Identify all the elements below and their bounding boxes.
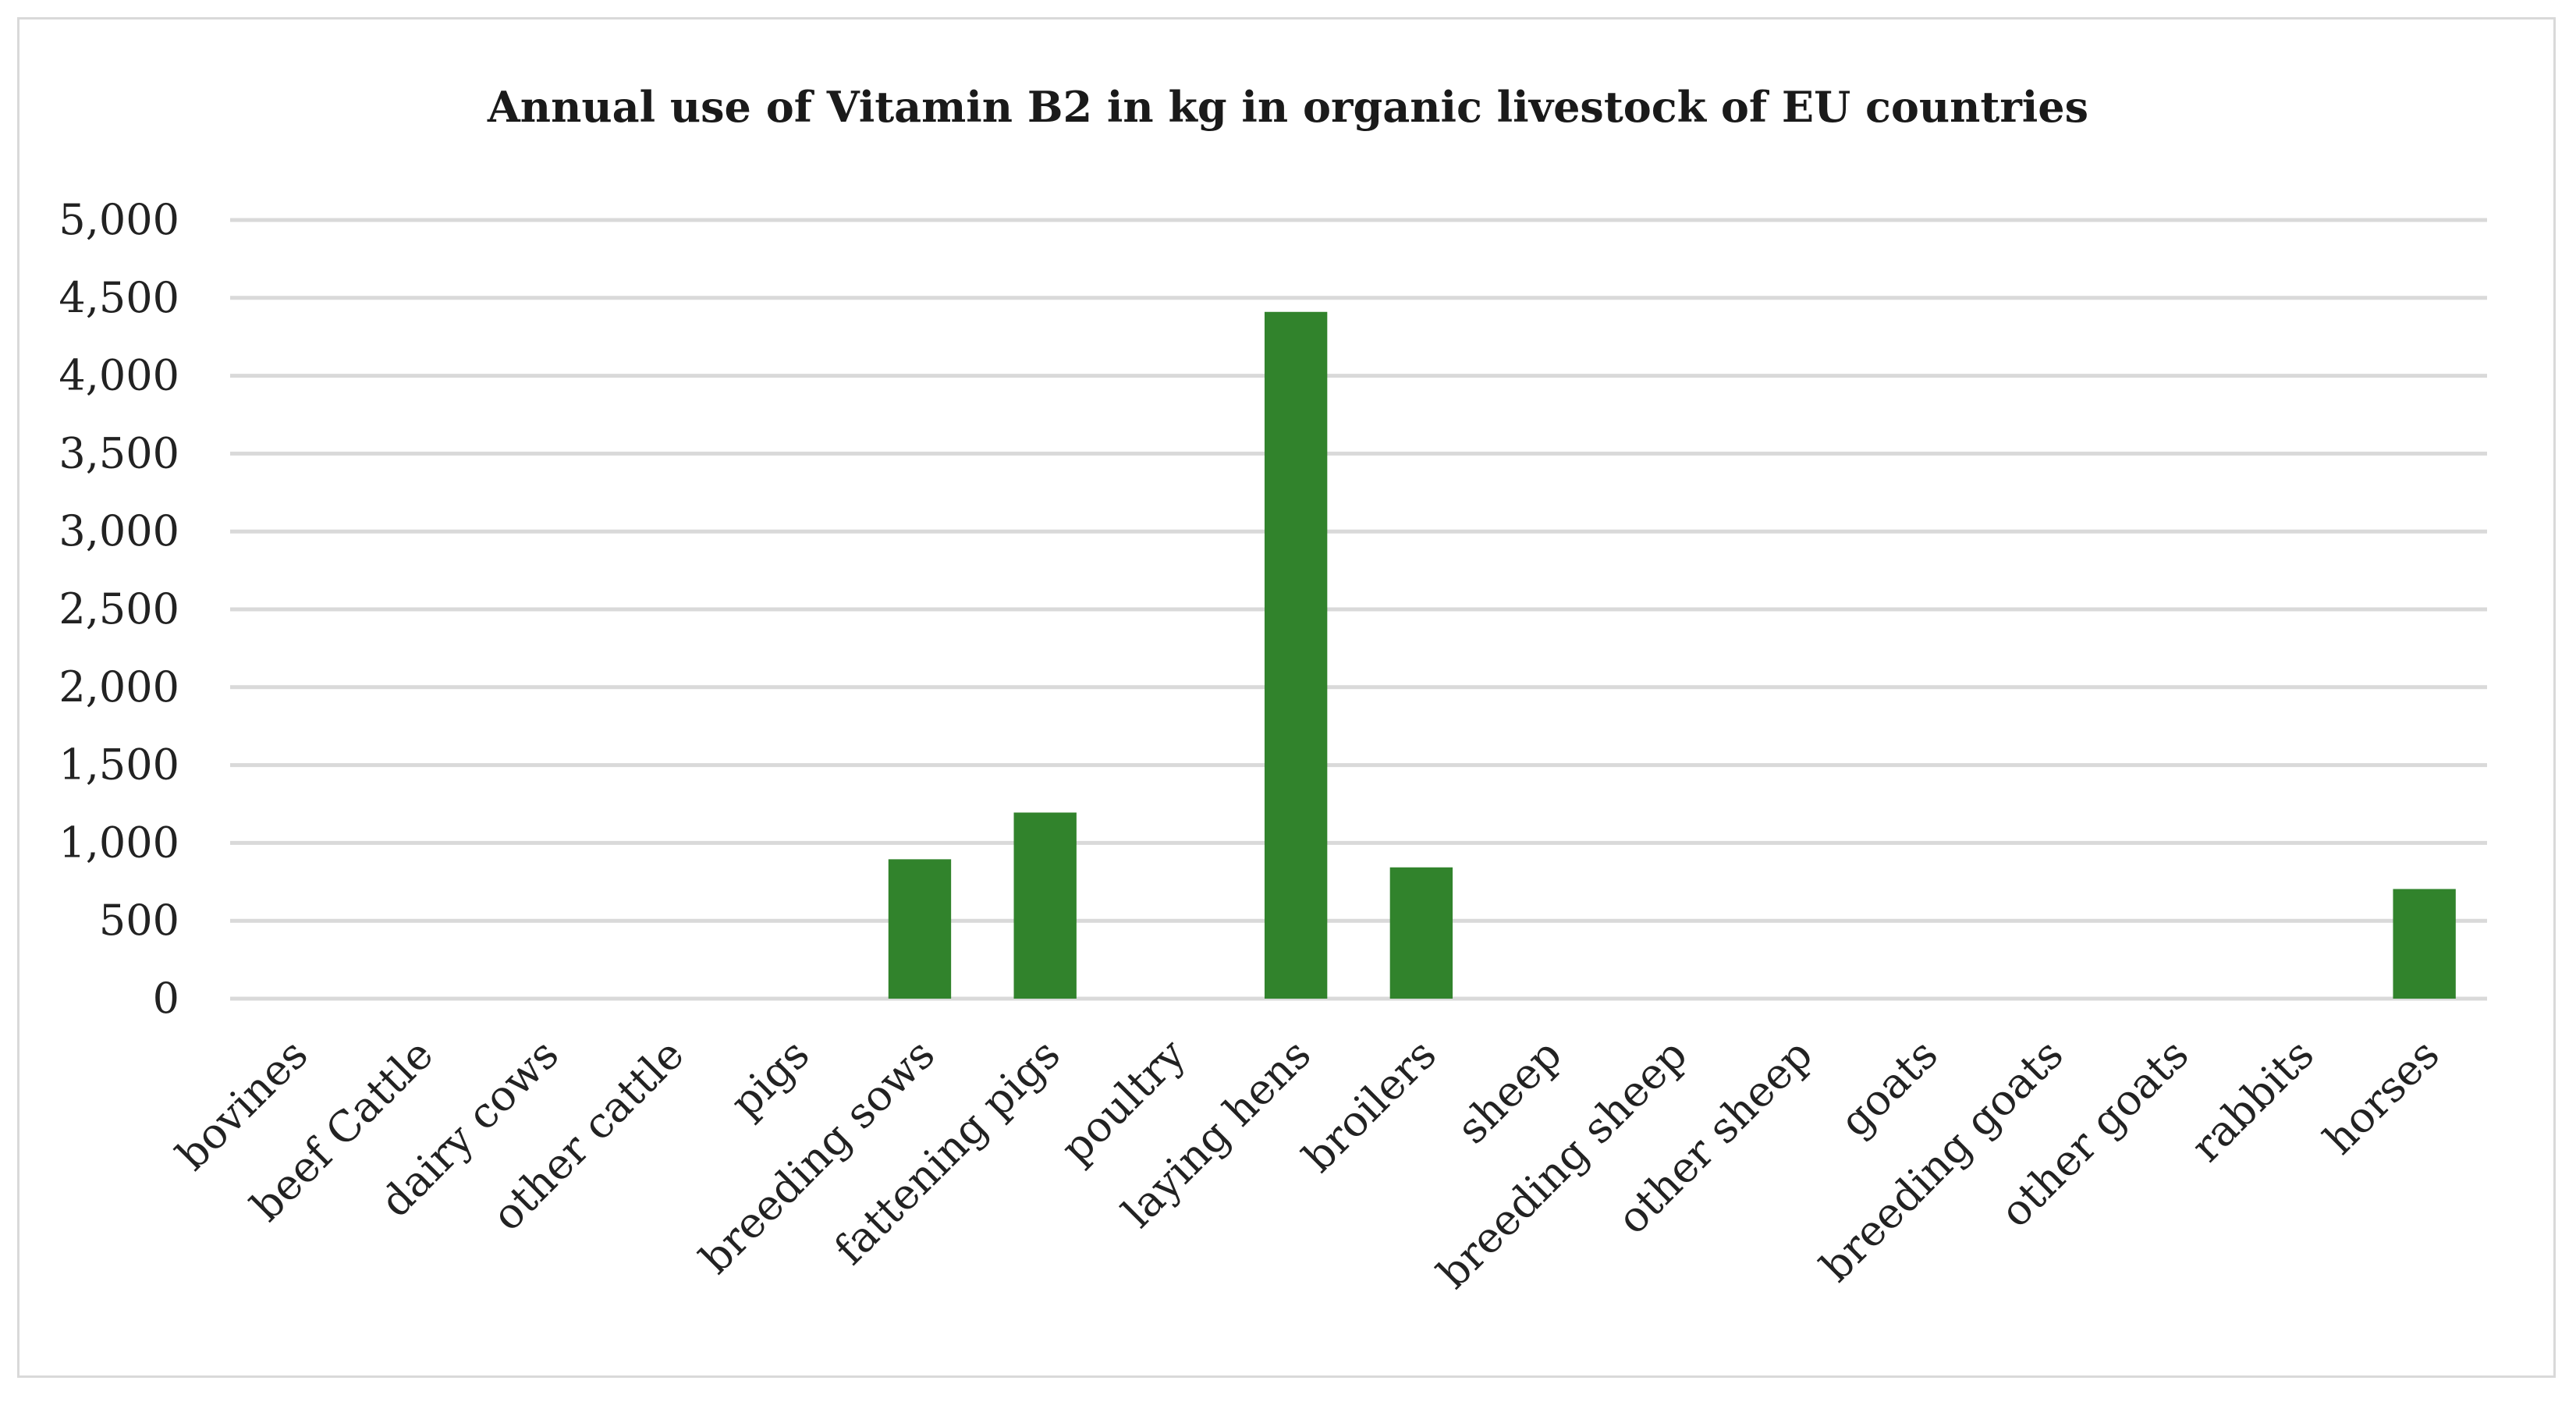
x-tick-label: horses	[2315, 1030, 2449, 1164]
x-tick-label: broilers	[1293, 1030, 1446, 1182]
y-tick-label: 3,500	[59, 428, 179, 477]
bar	[888, 859, 952, 999]
x-tick-label: breeding sows	[690, 1030, 944, 1283]
y-tick-label: 1,500	[59, 740, 179, 790]
bar	[2393, 889, 2456, 999]
x-tick-label: pigs	[721, 1030, 818, 1127]
y-tick-label: 1,000	[59, 818, 179, 867]
x-tick-label: fattening pigs	[825, 1030, 1069, 1274]
x-tick-label: sheep	[1447, 1030, 1570, 1153]
y-tick-label: 0	[153, 974, 179, 1023]
y-tick-label: 500	[99, 896, 179, 945]
chart-title: Annual use of Vitamin B2 in kg in organi…	[487, 82, 2089, 132]
y-tick-label: 3,000	[59, 506, 179, 555]
y-tick-label: 4,000	[59, 351, 179, 400]
y-tick-label: 2,000	[59, 662, 179, 712]
y-tick-label: 2,500	[59, 584, 179, 634]
bar	[1389, 867, 1453, 999]
bar	[1013, 812, 1077, 999]
bar	[1264, 311, 1328, 999]
chart-frame	[17, 17, 2556, 1378]
x-tick-label: rabbits	[2182, 1030, 2324, 1172]
x-tick-label: goats	[1830, 1030, 1947, 1147]
y-tick-label: 5,000	[59, 195, 179, 244]
y-tick-label: 4,500	[59, 273, 179, 322]
